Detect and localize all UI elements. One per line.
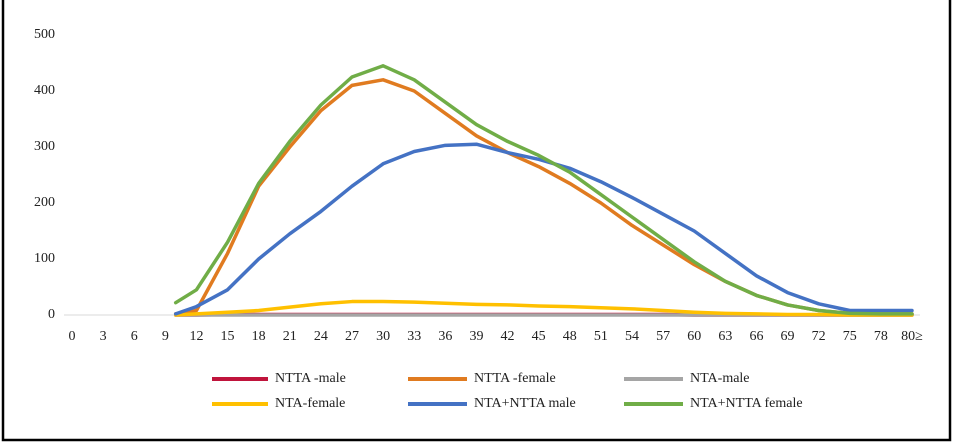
- y-tick-label: 300: [34, 139, 55, 154]
- x-tick-label: 6: [131, 329, 138, 344]
- legend-label: NTA+NTTA male: [474, 396, 576, 411]
- x-tick-label: 39: [469, 329, 483, 344]
- x-tick-label: 48: [563, 329, 577, 344]
- x-tick-label: 54: [625, 329, 639, 344]
- x-tick-label: 0: [69, 329, 76, 344]
- x-tick-label: 72: [812, 329, 826, 344]
- y-tick-label: 100: [34, 251, 55, 266]
- x-tick-label: 15: [221, 329, 235, 344]
- series-line: [173, 299, 914, 317]
- x-tick-label: 78: [874, 329, 888, 344]
- x-tick-label: 45: [532, 329, 546, 344]
- x-tick-label: 63: [718, 329, 732, 344]
- x-tick-label: 12: [189, 329, 203, 344]
- legend-label: NTA-female: [275, 396, 345, 411]
- y-tick-label: 0: [48, 307, 55, 322]
- x-tick-label: 30: [376, 329, 390, 344]
- legend-label: NTA+NTTA female: [690, 396, 803, 411]
- y-tick-label: 200: [34, 195, 55, 210]
- series-line: [173, 142, 914, 316]
- x-tick-label: 69: [781, 329, 795, 344]
- x-tick-label: 66: [749, 329, 763, 344]
- x-tick-label: 33: [407, 329, 421, 344]
- series-line: [173, 64, 914, 316]
- y-tick-label: 500: [34, 27, 55, 42]
- legend-label: NTTA -female: [474, 371, 556, 386]
- y-tick-label: 400: [34, 83, 55, 98]
- x-tick-label: 21: [283, 329, 297, 344]
- x-tick-label: 36: [438, 329, 452, 344]
- x-tick-label: 80≥: [901, 329, 923, 344]
- legend-label: NTTA -male: [275, 371, 346, 386]
- x-tick-label: 42: [501, 329, 515, 344]
- x-tick-label: 3: [100, 329, 107, 344]
- x-tick-label: 57: [656, 329, 670, 344]
- x-tick-label: 9: [162, 329, 169, 344]
- x-tick-label: 60: [687, 329, 701, 344]
- x-tick-label: 75: [843, 329, 857, 344]
- x-tick-label: 27: [345, 329, 359, 344]
- series-line: [173, 78, 914, 316]
- x-tick-label: 24: [314, 329, 328, 344]
- x-tick-label: 51: [594, 329, 608, 344]
- legend-label: NTA-male: [690, 371, 750, 386]
- x-tick-label: 18: [252, 329, 266, 344]
